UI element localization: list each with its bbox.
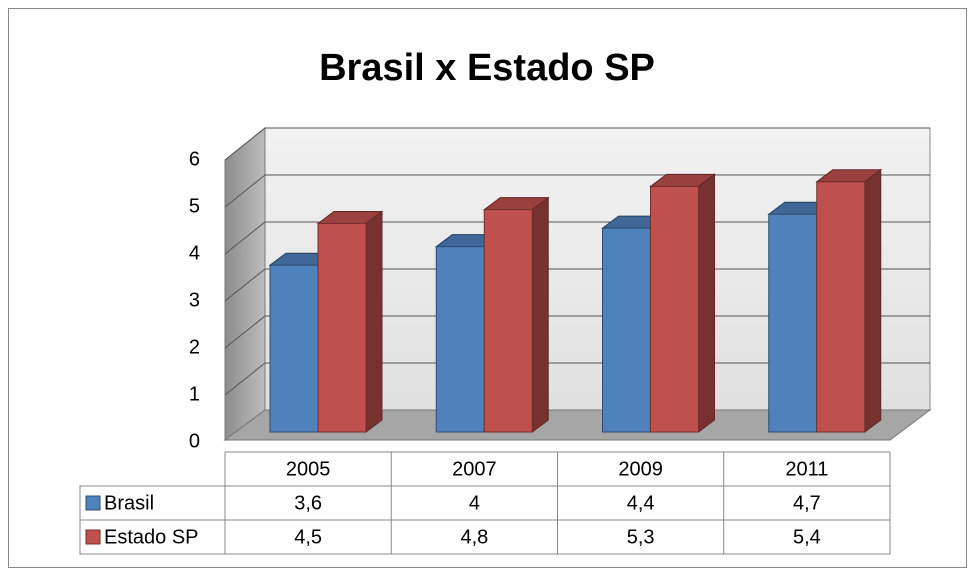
- data-label: 3,6: [294, 492, 322, 514]
- side-wall: [224, 126, 266, 441]
- bar: [602, 227, 651, 433]
- data-label: 5,3: [627, 526, 655, 548]
- data-label: 4,5: [294, 526, 322, 548]
- grid-line: [224, 174, 266, 208]
- data-label: 4,8: [460, 526, 488, 548]
- legend-label: Estado SP: [104, 526, 199, 548]
- x-tick-label: 2009: [618, 458, 663, 480]
- bar: [650, 185, 699, 433]
- bar-side: [531, 196, 549, 433]
- y-tick-label: 2: [189, 336, 200, 358]
- grid-line: [224, 268, 266, 302]
- bar: [435, 246, 485, 433]
- bar: [483, 209, 533, 433]
- y-tick-label: 5: [189, 195, 200, 217]
- chart-title: Brasil x Estado SP: [319, 47, 655, 89]
- grid-line: [224, 221, 266, 255]
- bar-side: [365, 210, 383, 433]
- bar-side: [698, 173, 715, 433]
- legend-swatch: [85, 495, 101, 511]
- bar: [816, 181, 866, 433]
- bar: [269, 264, 319, 433]
- y-tick-label: 4: [189, 242, 200, 264]
- data-label: 4: [469, 492, 480, 514]
- y-tick-label: 6: [189, 148, 200, 170]
- grid-line: [224, 127, 266, 161]
- y-tick-label: 1: [189, 383, 200, 405]
- x-tick-label: 2007: [452, 458, 497, 480]
- data-label: 4,7: [793, 492, 821, 514]
- floor: [223, 409, 932, 441]
- y-tick-label: 0: [189, 430, 200, 452]
- y-tick-label: 3: [189, 289, 200, 311]
- legend-label: Brasil: [104, 492, 154, 514]
- bar: [768, 213, 818, 433]
- data-label: 5,4: [793, 526, 821, 548]
- legend-swatch: [85, 529, 101, 545]
- x-tick-label: 2005: [286, 458, 331, 480]
- data-label: 4,4: [627, 492, 655, 514]
- bar-side: [864, 168, 882, 433]
- grid-line: [224, 315, 266, 349]
- x-tick-label: 2011: [785, 458, 828, 480]
- grid-line: [224, 362, 266, 396]
- bar: [317, 223, 367, 433]
